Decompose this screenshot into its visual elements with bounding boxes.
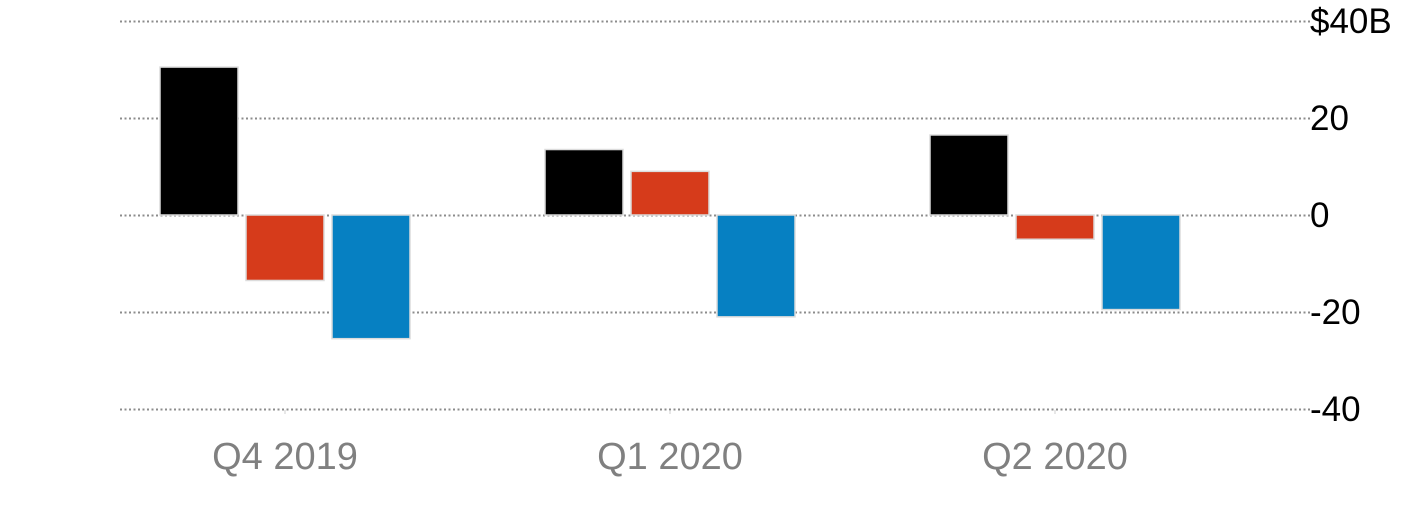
bar: [544, 148, 624, 216]
bar: [159, 66, 239, 216]
y-tick-label: $40B: [1310, 2, 1392, 41]
bar: [929, 134, 1009, 216]
bar: [630, 170, 710, 216]
y-tick-label: -40: [1310, 390, 1361, 429]
y-axis: $40B 20 0 -20 -40: [1310, 2, 1392, 429]
bar: [1101, 214, 1181, 311]
y-tick-label: -20: [1310, 293, 1361, 332]
bar: [331, 214, 411, 340]
x-tick-label: Q4 2019: [212, 436, 358, 478]
y-tick-label: 0: [1310, 196, 1329, 235]
y-tick-label: 20: [1310, 99, 1349, 138]
bar: [1015, 214, 1095, 240]
bar: [245, 214, 325, 282]
bars: [159, 66, 1181, 340]
x-tick-label: Q1 2020: [597, 436, 743, 478]
x-axis: Q4 2019 Q1 2020 Q2 2020: [212, 410, 1128, 478]
x-tick-label: Q2 2020: [982, 436, 1128, 478]
bar: [716, 214, 796, 318]
